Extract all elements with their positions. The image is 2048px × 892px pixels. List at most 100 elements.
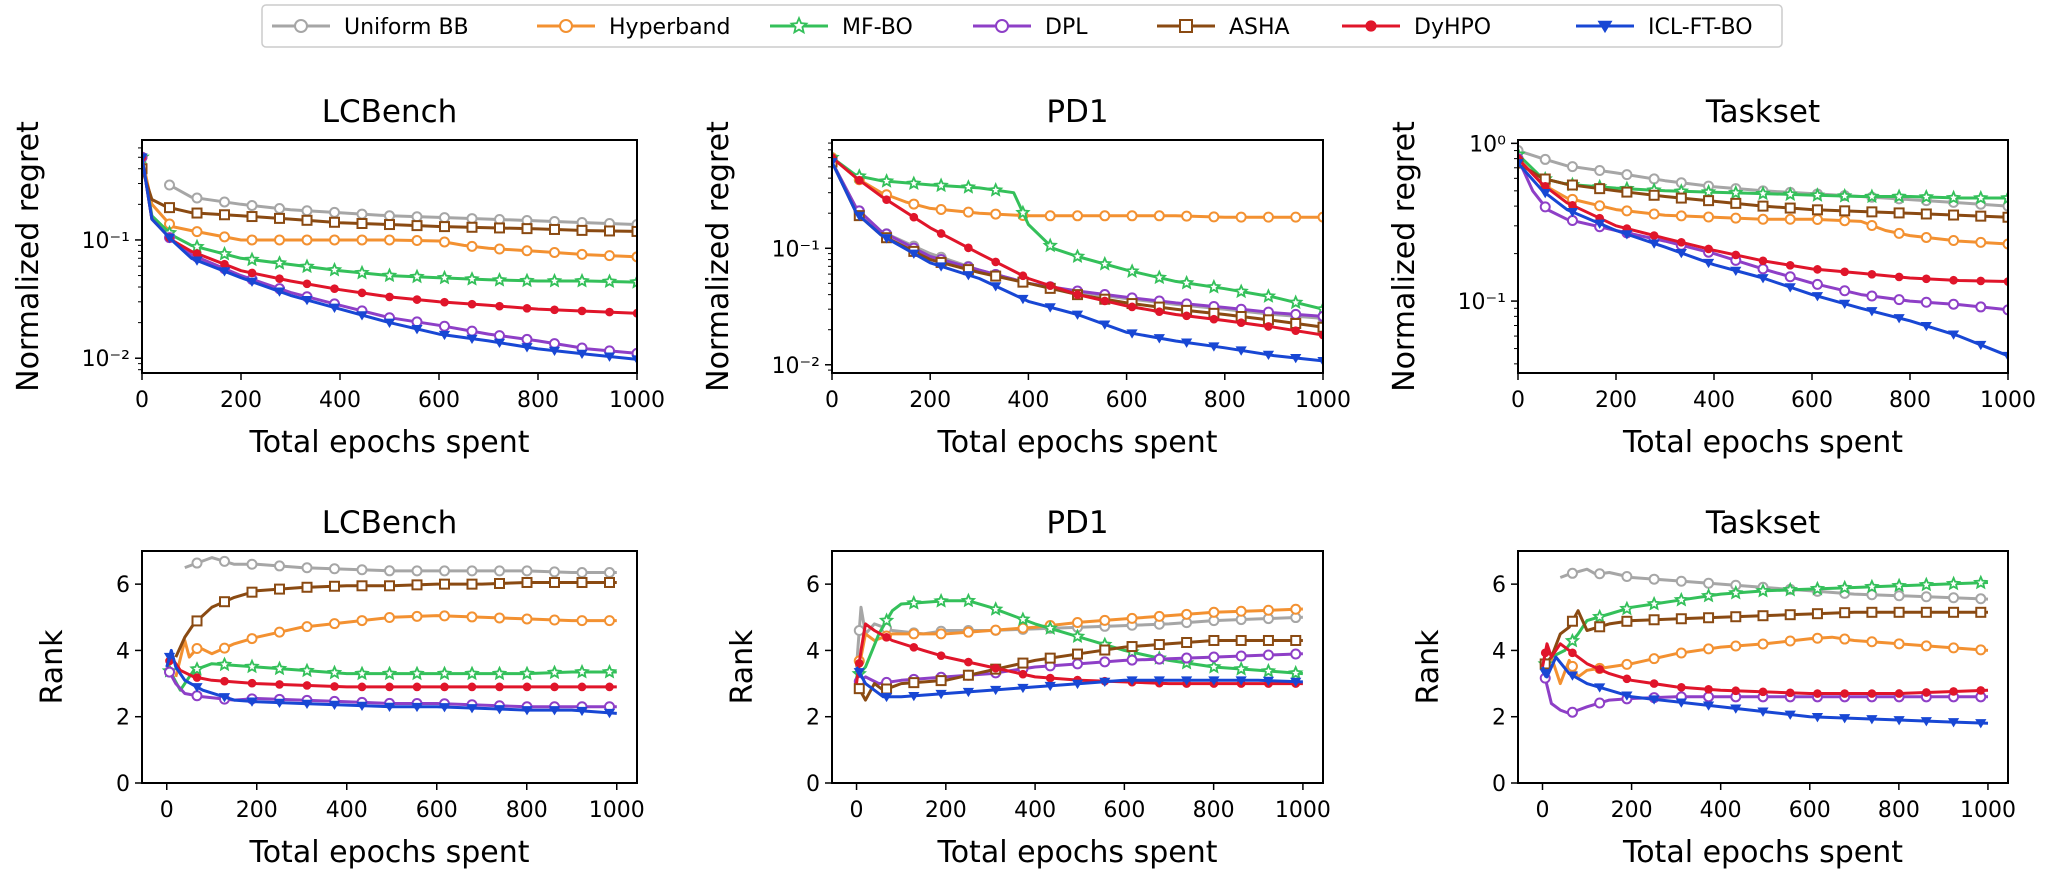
series-marker (274, 234, 285, 246)
series-marker (1677, 237, 1686, 247)
series-marker (1208, 634, 1220, 646)
series-marker (577, 306, 587, 316)
series-marker (1621, 186, 1633, 198)
series-marker (964, 657, 973, 667)
series-marker (1621, 570, 1633, 582)
series-marker (1785, 688, 1795, 698)
series-marker (1235, 634, 1247, 646)
series-marker (1948, 642, 1960, 654)
plot-area (161, 555, 618, 719)
series-marker (1594, 568, 1606, 580)
series-marker (1290, 353, 1302, 364)
series-marker (933, 592, 949, 608)
series-marker (1648, 208, 1660, 220)
series-marker (356, 234, 368, 246)
x-tick-label: 200 (909, 388, 951, 413)
series-marker (1893, 227, 1905, 239)
series-marker (1700, 587, 1717, 603)
series-line (1559, 567, 1989, 601)
series-marker (440, 297, 449, 307)
series-marker (1920, 321, 1932, 332)
series-marker (1947, 718, 1960, 728)
series-marker (1568, 201, 1577, 210)
series-marker (1290, 308, 1302, 320)
series-marker (411, 702, 423, 713)
series-marker (1594, 697, 1606, 709)
series-marker (1700, 183, 1717, 199)
series-marker (1918, 188, 1935, 204)
series-marker (576, 224, 588, 236)
x-tick-label: 800 (1889, 388, 1931, 413)
series-marker (550, 305, 559, 315)
series-marker (274, 212, 285, 224)
series-marker (273, 698, 286, 708)
series-marker (601, 273, 618, 289)
series-marker (1539, 188, 1551, 199)
x-tick-label: 1000 (1295, 388, 1351, 413)
chart-panel-rank-lcbench: 0 200 400 600 800 1000 0 2 4 6 LCBench Total epochs… (35, 505, 645, 870)
series-marker (1948, 209, 1960, 221)
series-marker (246, 697, 258, 707)
series-marker (909, 643, 919, 652)
series-marker (1922, 274, 1931, 284)
series-marker (2000, 189, 2008, 205)
series-marker (466, 221, 478, 233)
series-marker (604, 567, 615, 579)
series-dyhpo (165, 655, 617, 692)
series-hyperband (832, 152, 1323, 223)
legend-entry-dpl: DPL (973, 15, 1088, 40)
series-marker (411, 220, 423, 232)
series-marker (384, 612, 395, 624)
series-line (142, 157, 637, 361)
y-tick-label: 4 (1492, 639, 1506, 664)
series-marker (1866, 219, 1878, 231)
series-marker (1975, 210, 1987, 222)
series-hyperband (1539, 632, 1989, 686)
series-marker (2002, 238, 2008, 250)
series-uniform-bb (184, 555, 617, 579)
series-marker (1015, 611, 1031, 626)
x-tick-label: 200 (925, 798, 967, 823)
series-marker (1730, 704, 1742, 714)
series-marker (1703, 612, 1715, 624)
series-marker (631, 251, 637, 263)
x-tick-label: 600 (1789, 798, 1831, 823)
series-marker (1235, 605, 1247, 617)
series-marker (549, 223, 560, 235)
series-marker (1785, 260, 1795, 270)
series-marker (439, 212, 450, 224)
series-marker (1566, 161, 1578, 173)
series-marker (1045, 673, 1055, 683)
series-hyperband (1518, 153, 2008, 250)
series-marker (1180, 338, 1193, 348)
series-marker (356, 701, 368, 712)
series-marker (1920, 606, 1932, 618)
series-marker (1839, 633, 1851, 645)
series-marker (411, 235, 423, 247)
series-marker (220, 676, 229, 686)
series-marker (383, 702, 396, 713)
series-marker (853, 668, 865, 678)
series-marker (246, 200, 258, 212)
series-marker (2002, 351, 2008, 362)
series-marker (464, 665, 480, 681)
series-marker (1591, 608, 1608, 624)
series-marker (2002, 211, 2008, 223)
series-marker (1071, 679, 1084, 690)
series-marker (1181, 652, 1193, 664)
series-mf-bo (1518, 146, 2008, 205)
series-marker (1594, 219, 1606, 229)
series-marker (1703, 577, 1715, 589)
y-tick-label: 10⁻¹ (1458, 290, 1506, 315)
series-marker (1018, 669, 1028, 679)
series-icl-ft-bo (163, 648, 617, 719)
series-marker (1730, 266, 1742, 276)
series-asha (1539, 606, 1988, 670)
series-marker (1809, 187, 1826, 202)
series-marker (604, 615, 615, 627)
x-tick-label: 1000 (589, 798, 645, 823)
legend-label: Hyperband (609, 15, 730, 40)
series-marker (1811, 292, 1824, 302)
series-marker (1920, 296, 1932, 308)
series-marker (521, 333, 533, 345)
